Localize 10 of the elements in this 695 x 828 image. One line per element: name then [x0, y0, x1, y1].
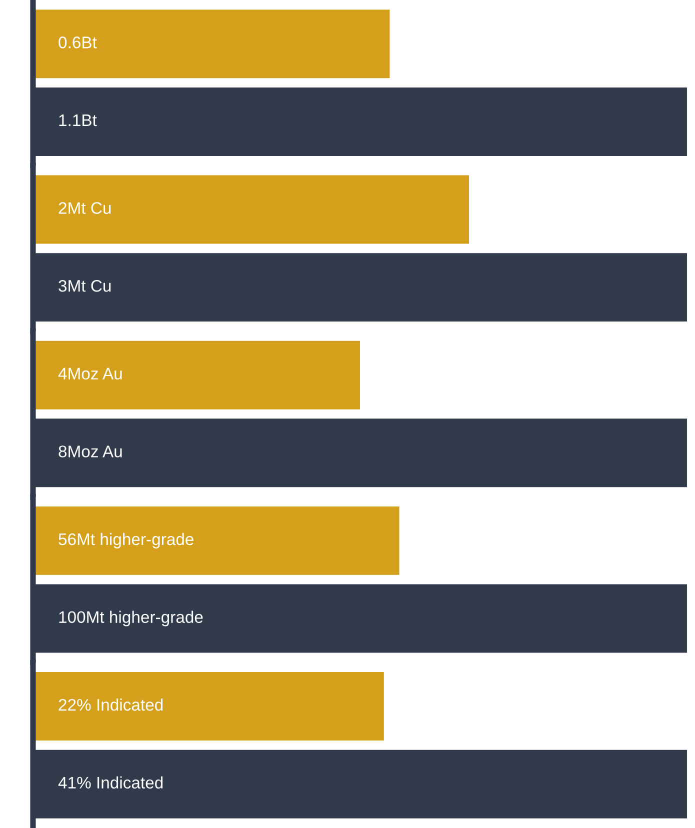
data-label: 4Moz Au	[58, 368, 122, 380]
data-label: 2Mt Cu	[58, 202, 111, 214]
data-label: 41% Indicated	[58, 776, 163, 789]
data-label: 100Mt higher-grade	[59, 610, 203, 626]
data-label: 22% Indicated	[58, 698, 163, 711]
data-label: 0.6Bt	[58, 36, 97, 48]
data-label: 1.1Bt	[59, 114, 97, 126]
data-label: 56Mt higher-grade	[58, 532, 194, 548]
data-label: 8Moz Au	[58, 446, 122, 458]
data-label: 3Mt Cu	[58, 280, 111, 292]
